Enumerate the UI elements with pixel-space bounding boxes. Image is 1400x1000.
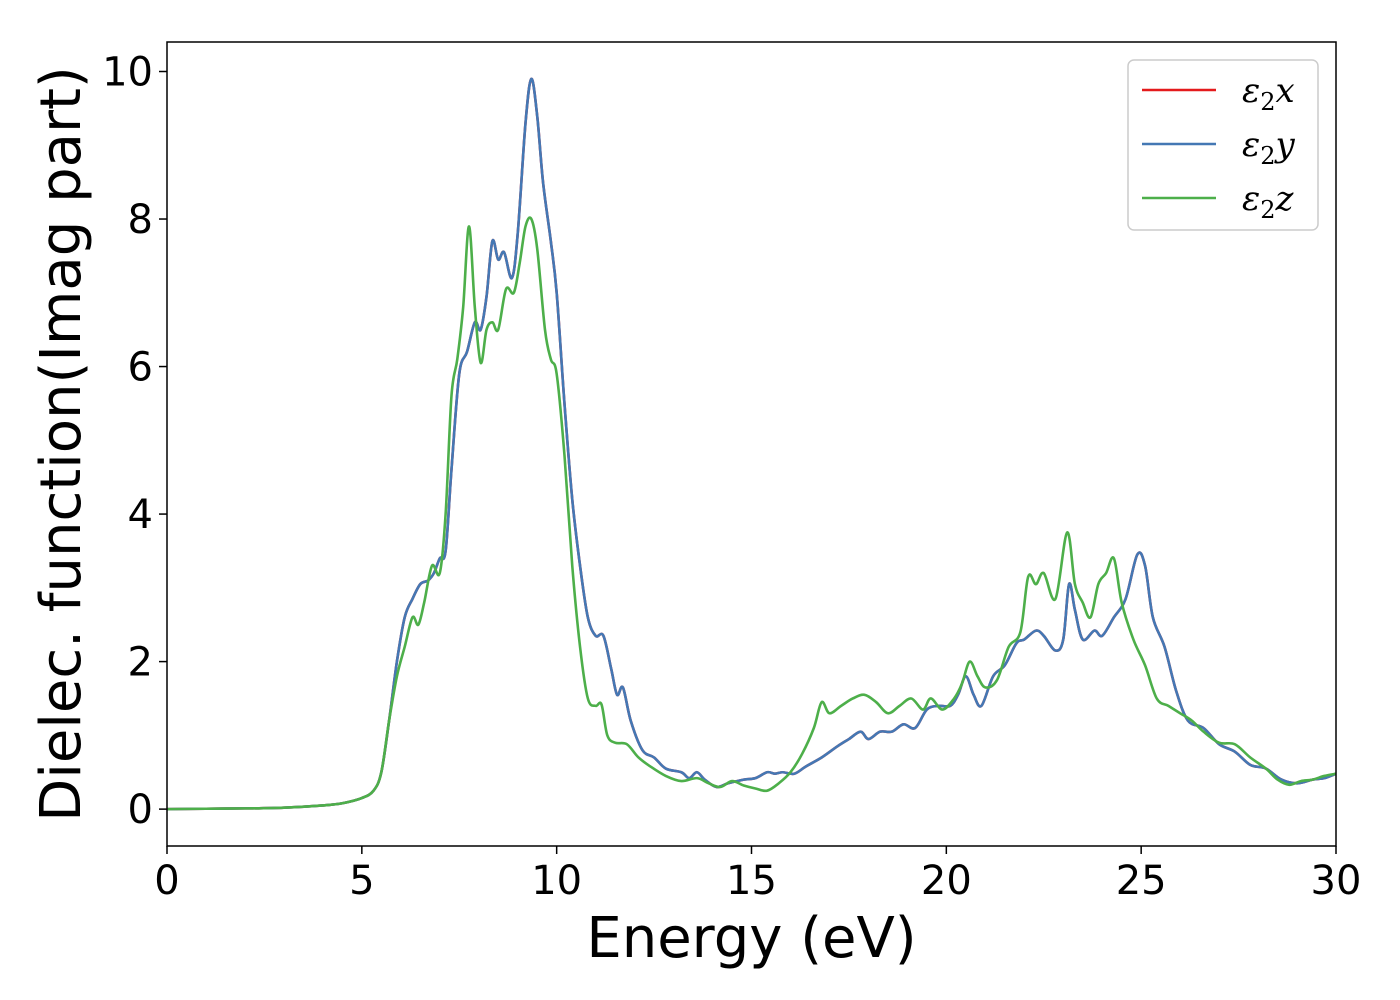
legend-box [1127,59,1319,231]
y-tick-label: 4 [128,492,153,538]
legend-label: ε2z [1242,179,1295,224]
y-tick-label: 0 [128,787,153,833]
x-tick-label: 25 [1116,858,1167,904]
tick-layer: 0 5 10 15 20 25 30 0 2 4 6 8 10 [102,50,1361,904]
y-axis-title: Dielec. function(Imag part) [29,66,94,822]
x-tick-label: 20 [921,858,972,904]
y-tick-label: 10 [102,50,153,96]
y-tick-label: 6 [128,345,153,391]
x-tick-label: 10 [531,858,582,904]
x-tick-label: 15 [726,858,777,904]
series-layer [167,77,1336,811]
y-tick-label: 8 [128,197,153,243]
series-line-3 [167,216,1336,811]
legend-label: ε2x [1242,71,1295,116]
x-tick-label: 5 [349,858,374,904]
legend: ε2x ε2y ε2z [1127,59,1319,231]
x-tick-label: 30 [1311,858,1362,904]
legend-label: ε2y [1242,125,1296,170]
x-axis-title: Energy (eV) [586,906,916,971]
x-tick-label: 0 [154,858,179,904]
y-tick-label: 2 [128,640,153,686]
